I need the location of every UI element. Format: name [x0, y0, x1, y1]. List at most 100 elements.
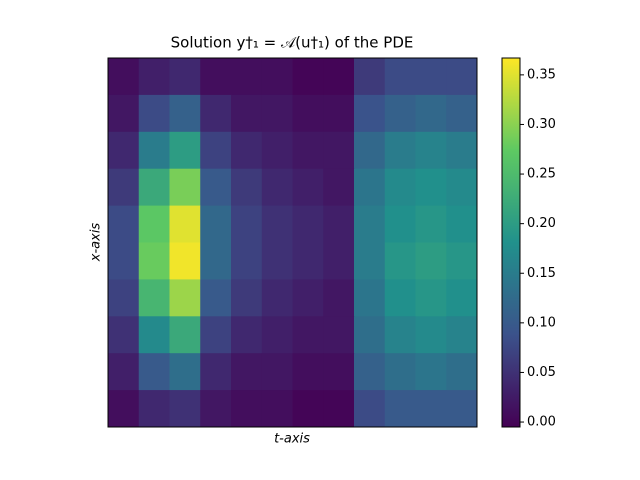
- heatmap-cell: [169, 353, 201, 391]
- heatmap-cell: [384, 279, 416, 317]
- heatmap-cell: [446, 353, 478, 391]
- heatmap-cell: [231, 205, 263, 243]
- heatmap-cell: [384, 94, 416, 133]
- heatmap-cell: [169, 279, 201, 317]
- heatmap-cell: [354, 168, 386, 207]
- heatmap-cell: [200, 390, 232, 428]
- heatmap-cell: [261, 205, 293, 243]
- chart-title: Solution y†₁ = 𝒜(u†₁) of the PDE: [171, 34, 414, 52]
- heatmap-cell: [354, 94, 386, 133]
- heatmap-cell: [169, 316, 201, 354]
- heatmap-cell: [200, 242, 232, 280]
- heatmap-cell: [446, 316, 478, 354]
- heatmap-cell: [415, 353, 447, 391]
- heatmap-cell: [354, 58, 386, 96]
- heatmap-cell: [200, 58, 232, 96]
- heatmap-cell: [138, 131, 170, 170]
- heatmap-cell: [261, 316, 293, 354]
- heatmap-cell: [231, 168, 263, 207]
- heatmap-cell: [323, 94, 355, 133]
- heatmap-cell: [169, 58, 201, 96]
- heatmap-cell: [323, 242, 355, 280]
- heatmap-cell: [292, 353, 324, 391]
- heatmap-cell: [446, 168, 478, 207]
- heatmap-cell: [169, 94, 201, 133]
- heatmap-cell: [354, 353, 386, 391]
- heatmap-cell: [415, 390, 447, 428]
- heatmap-cell: [108, 131, 140, 170]
- heatmap-cell: [292, 390, 324, 428]
- heatmap-cell: [261, 168, 293, 207]
- heatmap-cell: [446, 131, 478, 170]
- heatmap-cell: [261, 279, 293, 317]
- heatmap-cell: [323, 131, 355, 170]
- heatmap-cell: [261, 131, 293, 170]
- heatmap-cell: [292, 205, 324, 243]
- heatmap-cell: [200, 168, 232, 207]
- heatmap-cell: [261, 390, 293, 428]
- y-axis-label: x-axis: [89, 223, 104, 263]
- heatmap-cell: [384, 316, 416, 354]
- heatmap-cell: [446, 279, 478, 317]
- heatmap-cell: [261, 242, 293, 280]
- heatmap-cell: [138, 58, 170, 96]
- heatmap-cell: [108, 279, 140, 317]
- heatmap-cell: [138, 168, 170, 207]
- colorbar-tick-label: 0.05: [527, 365, 556, 380]
- heatmap-cell: [354, 131, 386, 170]
- heatmap-cell: [323, 316, 355, 354]
- heatmap-cell: [354, 279, 386, 317]
- plot-frame: [107, 57, 478, 428]
- heatmap-cell: [446, 242, 478, 280]
- heatmap-cell: [108, 205, 140, 243]
- heatmap-cell: [415, 316, 447, 354]
- heatmap-cell: [292, 168, 324, 207]
- heatmap-cell: [292, 316, 324, 354]
- colorbar-tick-label: 0.25: [527, 167, 556, 182]
- heatmap-cell: [384, 390, 416, 428]
- heatmap-cell: [261, 94, 293, 133]
- x-axis-label: t-axis: [274, 432, 310, 447]
- heatmap-cell: [415, 279, 447, 317]
- heatmap-cell: [231, 390, 263, 428]
- heatmap-cell: [354, 390, 386, 428]
- colorbar-tick-label: 0.15: [527, 266, 556, 281]
- colorbar-tick-label: 0.20: [527, 216, 556, 231]
- heatmap-cell: [200, 94, 232, 133]
- heatmap-cell: [446, 205, 478, 243]
- heatmap-cell: [138, 353, 170, 391]
- heatmap-cell: [108, 58, 140, 96]
- heatmap-cell: [415, 131, 447, 170]
- heatmap-cell: [292, 94, 324, 133]
- heatmap-cell: [415, 205, 447, 243]
- heatmap-cell: [138, 390, 170, 428]
- heatmap-cell: [323, 58, 355, 96]
- heatmap-cell: [108, 390, 140, 428]
- heatmap-cell: [169, 242, 201, 280]
- heatmap-cell: [108, 94, 140, 133]
- heatmap-cell: [138, 242, 170, 280]
- colorbar-tick-label: 0.00: [527, 415, 556, 430]
- heatmap-cell: [108, 168, 140, 207]
- heatmap-cell: [138, 94, 170, 133]
- heatmap-cell: [292, 242, 324, 280]
- heatmap-cell: [384, 58, 416, 96]
- heatmap-cell: [323, 205, 355, 243]
- heatmap-cell: [200, 131, 232, 170]
- heatmap-cell: [446, 94, 478, 133]
- heatmap-cell: [384, 353, 416, 391]
- heatmap-cell: [446, 58, 478, 96]
- heatmap-cell: [415, 242, 447, 280]
- heatmap-cell: [108, 316, 140, 354]
- heatmap-cell: [354, 242, 386, 280]
- heatmap-cell: [323, 353, 355, 391]
- heatmap-cell: [415, 168, 447, 207]
- heatmap-cell: [384, 242, 416, 280]
- heatmap-cell: [108, 353, 140, 391]
- heatmap-cell: [354, 316, 386, 354]
- heatmap-cell: [292, 58, 324, 96]
- heatmap-cell: [200, 279, 232, 317]
- heatmap-cell: [200, 353, 232, 391]
- heatmap-cell: [200, 205, 232, 243]
- colorbar-tick-label: 0.10: [527, 315, 556, 330]
